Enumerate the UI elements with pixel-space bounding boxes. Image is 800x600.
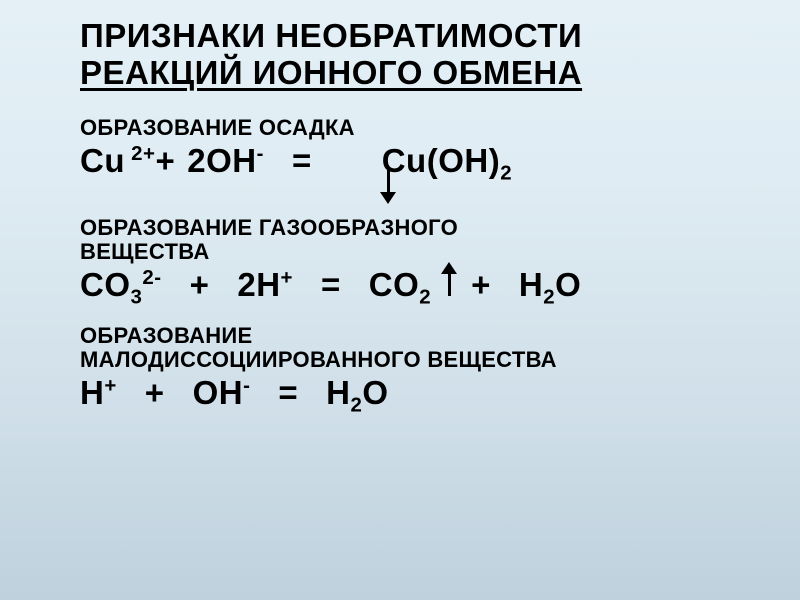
equation-water: H++OH-=H2O: [80, 374, 748, 418]
eq-text: CO: [369, 266, 420, 303]
eq-text: Cu: [80, 142, 125, 179]
title-line-2: РЕАКЦИЙ ИОННОГО ОБМЕНА: [80, 55, 582, 92]
eq-text: H: [519, 266, 543, 303]
label-line: ОБРАЗОВАНИЕ ГАЗООБРАЗНОГО: [80, 216, 748, 240]
eq-text: +: [155, 142, 175, 179]
eq-text: =: [278, 374, 298, 411]
section-label-precipitate: ОБРАЗОВАНИЕ ОСАДКА: [80, 116, 748, 140]
section-label-gas: ОБРАЗОВАНИЕ ГАЗООБРАЗНОГО ВЕЩЕСТВА: [80, 216, 748, 264]
label-line: ВЕЩЕСТВА: [80, 240, 748, 264]
eq-text: OH: [193, 374, 244, 411]
section-label-weak-electrolyte: ОБРАЗОВАНИЕ МАЛОДИССОЦИИРОВАННОГО ВЕЩЕСТ…: [80, 324, 748, 372]
eq-text: =: [292, 142, 312, 179]
eq-superscript: 2-: [142, 266, 161, 289]
eq-subscript: 2: [500, 162, 512, 185]
eq-text: 2OH: [187, 142, 256, 179]
eq-subscript: 3: [131, 286, 143, 309]
title-line-1: ПРИЗНАКИ НЕОБРАТИМОСТИ: [80, 18, 748, 55]
eq-text: H: [326, 374, 350, 411]
eq-text: H: [80, 374, 104, 411]
eq-superscript: +: [281, 266, 293, 289]
equation-precipitate: Cu 2++2OH- = Cu(OH)2: [80, 142, 748, 186]
eq-superscript: -: [257, 142, 264, 165]
label-line: ОБРАЗОВАНИЕ ОСАДКА: [80, 115, 355, 140]
eq-text: =: [321, 266, 341, 303]
eq-superscript: +: [104, 374, 116, 397]
eq-text: Cu(OH): [382, 142, 500, 179]
eq-text: +: [145, 374, 165, 411]
eq-subscript: 2: [419, 286, 431, 309]
eq-text: CO: [80, 266, 131, 303]
eq-text: +: [471, 266, 491, 303]
eq-superscript: 2+: [125, 142, 155, 165]
slide-title: ПРИЗНАКИ НЕОБРАТИМОСТИ РЕАКЦИЙ ИОННОГО О…: [80, 18, 748, 92]
eq-subscript: 2: [351, 394, 363, 417]
eq-text: 2H: [237, 266, 280, 303]
eq-subscript: 2: [543, 286, 555, 309]
eq-text: O: [555, 266, 581, 303]
equation-gas: CO32-+2H+=CO2+H2O: [80, 266, 748, 310]
label-line: МАЛОДИССОЦИИРОВАННОГО ВЕЩЕСТВА: [80, 348, 748, 372]
slide: ПРИЗНАКИ НЕОБРАТИМОСТИ РЕАКЦИЙ ИОННОГО О…: [0, 0, 800, 418]
label-line: ОБРАЗОВАНИЕ: [80, 324, 748, 348]
eq-text: +: [190, 266, 210, 303]
eq-text: O: [362, 374, 388, 411]
eq-superscript: -: [243, 374, 250, 397]
